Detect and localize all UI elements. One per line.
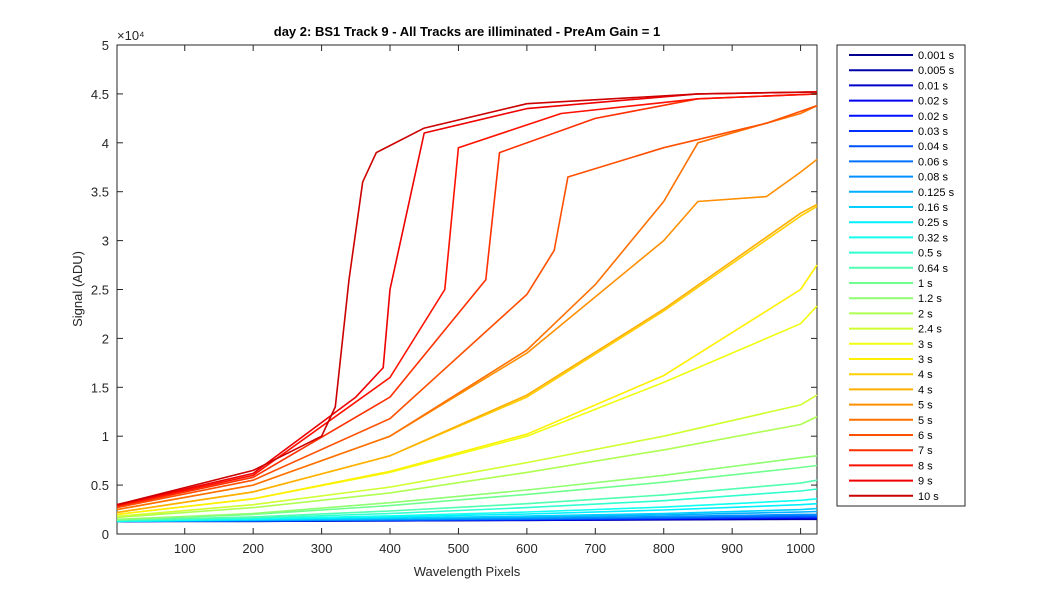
series-line [116, 91, 818, 506]
series-line [116, 91, 818, 506]
legend-label: 0.5 s [918, 248, 942, 260]
x-axis-label: Wavelength Pixels [414, 564, 521, 579]
y-tick-label: 2 [102, 331, 109, 346]
legend-label: 3 s [918, 339, 933, 351]
series-line [116, 415, 818, 519]
x-tick-label: 600 [516, 541, 538, 556]
series-line [116, 394, 818, 518]
x-tick-label: 200 [242, 541, 264, 556]
x-tick-label: 900 [721, 541, 743, 556]
legend-label: 1 s [918, 278, 933, 290]
x-tick-label: 100 [174, 541, 196, 556]
y-tick-label: 3 [102, 234, 109, 249]
legend-label: 5 s [918, 415, 933, 427]
legend-label: 0.01 s [918, 80, 948, 92]
chart-title: day 2: BS1 Track 9 - All Tracks are illi… [274, 24, 660, 39]
legend-label: 0.005 s [918, 65, 955, 77]
legend-label: 0.08 s [918, 172, 948, 184]
series-line [116, 104, 818, 509]
y-exponent-label: ×10⁴ [117, 28, 145, 43]
series-line [116, 498, 818, 523]
series-line [116, 104, 818, 511]
y-tick-label: 4 [102, 136, 109, 151]
legend-label: 6 s [918, 430, 933, 442]
legend-label: 0.125 s [918, 187, 955, 199]
legend-label: 5 s [918, 400, 933, 412]
legend-label: 0.06 s [918, 156, 948, 168]
series-line [116, 264, 818, 516]
y-axis-label: Signal (ADU) [70, 251, 85, 327]
legend-label: 0.16 s [918, 202, 948, 214]
y-tick-label: 3.5 [91, 185, 109, 200]
legend-label: 0.001 s [918, 50, 955, 62]
legend-label: 0.32 s [918, 232, 948, 244]
x-tick-label: 1000 [786, 541, 815, 556]
y-tick-label: 0 [102, 527, 109, 542]
y-tick-label: 4.5 [91, 87, 109, 102]
y-tick-label: 2.5 [91, 283, 109, 298]
y-tick-label: 5 [102, 38, 109, 53]
legend-label: 0.25 s [918, 217, 948, 229]
x-tick-label: 700 [584, 541, 606, 556]
legend-label: 0.02 s [918, 111, 948, 123]
series-line [116, 455, 818, 521]
series-line [116, 203, 818, 514]
y-tick-label: 1 [102, 429, 109, 444]
legend-label: 0.02 s [918, 96, 948, 108]
x-tick-label: 300 [311, 541, 333, 556]
legend-label: 3 s [918, 354, 933, 366]
y-ticks: 0 0.5 1 1.5 2 2.5 3 3.5 4 4.5 5 [91, 38, 817, 542]
x-tick-label: 400 [379, 541, 401, 556]
legend-label: 2 s [918, 308, 933, 320]
series-layer [116, 91, 818, 523]
legend-label: 0.03 s [918, 126, 948, 138]
series-line [116, 93, 818, 508]
x-tick-label: 500 [448, 541, 470, 556]
x-tick-label: 800 [653, 541, 675, 556]
legend-label: 0.64 s [918, 263, 948, 275]
series-line [116, 464, 818, 521]
series-line [116, 479, 818, 522]
legend-label: 0.04 s [918, 141, 948, 153]
series-line [116, 488, 818, 522]
legend: 0.001 s 0.005 s 0.01 s 0.02 s 0.02 s 0.03 s 0.… [836, 44, 966, 507]
legend-label: 10 s [918, 491, 939, 503]
x-ticks: 100 200 300 400 500 600 700 800 900 1000 [174, 45, 815, 556]
legend-label: 4 s [918, 369, 933, 381]
y-tick-label: 1.5 [91, 380, 109, 395]
legend-label: 1.2 s [918, 293, 942, 305]
legend-label: 9 s [918, 476, 933, 488]
legend-label: 8 s [918, 460, 933, 472]
legend-items: 0.001 s 0.005 s 0.01 s 0.02 s 0.02 s 0.03 s 0.… [849, 50, 955, 503]
legend-box [836, 44, 966, 507]
legend-label: 4 s [918, 384, 933, 396]
y-tick-label: 0.5 [91, 478, 109, 493]
legend-label: 2.4 s [918, 324, 942, 336]
legend-label: 7 s [918, 445, 933, 457]
